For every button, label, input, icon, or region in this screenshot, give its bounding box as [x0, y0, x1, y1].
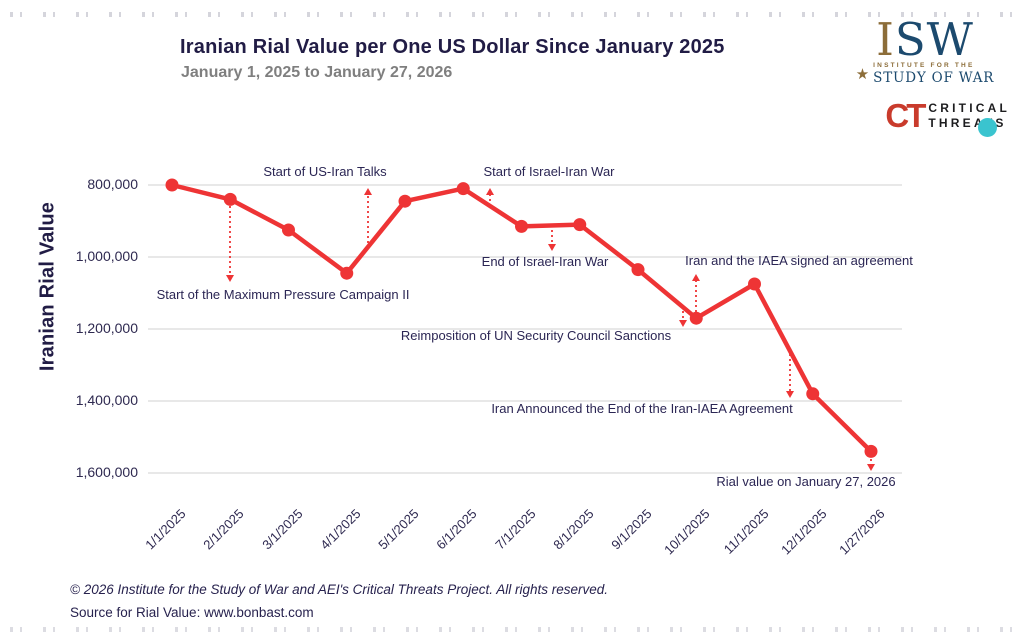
page-subtitle: January 1, 2025 to January 27, 2026 — [181, 64, 453, 81]
data-point-marker — [631, 263, 645, 277]
isw-logo-letter-i: I — [876, 13, 895, 66]
annotation-label: Start of US-Iran Talks — [263, 164, 387, 179]
annotation-arrowhead-icon — [692, 274, 700, 281]
y-axis-tick-label: 800,000 — [87, 176, 138, 192]
critical-threats-logo: CT CRITICAL THREATS — [885, 97, 1010, 137]
isw-logo: ISW ★ INSTITUTE FOR THE STUDY OF WAR — [850, 16, 1000, 87]
annotation-label: Rial value on January 27, 2026 — [716, 474, 896, 489]
annotation-arrowhead-icon — [486, 188, 494, 195]
isw-logo-acronym: ISW — [850, 16, 1000, 64]
star-icon: ★ — [855, 65, 870, 83]
isw-logo-line2: STUDY OF WAR — [873, 70, 995, 86]
annotation-arrowhead-icon — [226, 275, 234, 282]
annotation-arrowhead-icon — [364, 188, 372, 195]
source-text: Source for Rial Value: www.bonbast.com — [70, 605, 314, 620]
annotation-label: Reimposition of UN Security Council Sanc… — [400, 328, 672, 343]
annotation-arrowhead-icon — [548, 244, 556, 251]
data-point-marker — [398, 194, 412, 208]
top-crop-artifact — [0, 12, 1024, 17]
annotation-arrowhead-icon — [786, 391, 794, 398]
y-axis-tick-label: 1,000,000 — [75, 248, 138, 264]
data-point-marker — [689, 311, 703, 325]
ct-logo-line1: CRITICAL — [928, 100, 1010, 115]
annotation-label: End of Israel-Iran War — [481, 254, 609, 269]
data-point-marker — [165, 178, 179, 192]
data-point-marker — [456, 182, 470, 196]
annotation-label: Iran Announced the End of the Iran-IAEA … — [491, 401, 793, 416]
data-point-marker — [282, 223, 295, 237]
data-point-marker — [748, 277, 761, 291]
annotation-label: Start of the Maximum Pressure Campaign I… — [156, 287, 410, 302]
copyright-text: © 2026 Institute for the Study of War an… — [70, 582, 609, 597]
bottom-crop-artifact — [0, 627, 1024, 632]
isw-logo-line1: INSTITUTE FOR THE — [873, 62, 975, 69]
y-axis-tick-label: 1,600,000 — [75, 464, 138, 480]
data-point-marker — [515, 219, 528, 233]
annotation-label: Start of Israel-Iran War — [483, 164, 615, 179]
data-point-marker — [864, 444, 878, 458]
isw-logo-letters-sw: SW — [894, 13, 974, 66]
annotation-arrowhead-icon — [867, 464, 875, 471]
annotation-label: Iran and the IAEA signed an agreement — [685, 253, 913, 268]
data-point-marker — [806, 387, 820, 401]
annotation-arrowhead-icon — [679, 320, 687, 327]
y-axis-tick-label: 1,200,000 — [75, 320, 138, 336]
data-point-marker — [340, 266, 354, 280]
data-point-marker — [573, 218, 587, 232]
page-title: Iranian Rial Value per One US Dollar Sin… — [180, 36, 725, 58]
teal-dot-icon — [978, 118, 997, 137]
ct-logo-acronym: CT — [885, 97, 926, 134]
data-point-marker — [223, 192, 237, 206]
y-axis-tick-label: 1,400,000 — [75, 392, 138, 408]
